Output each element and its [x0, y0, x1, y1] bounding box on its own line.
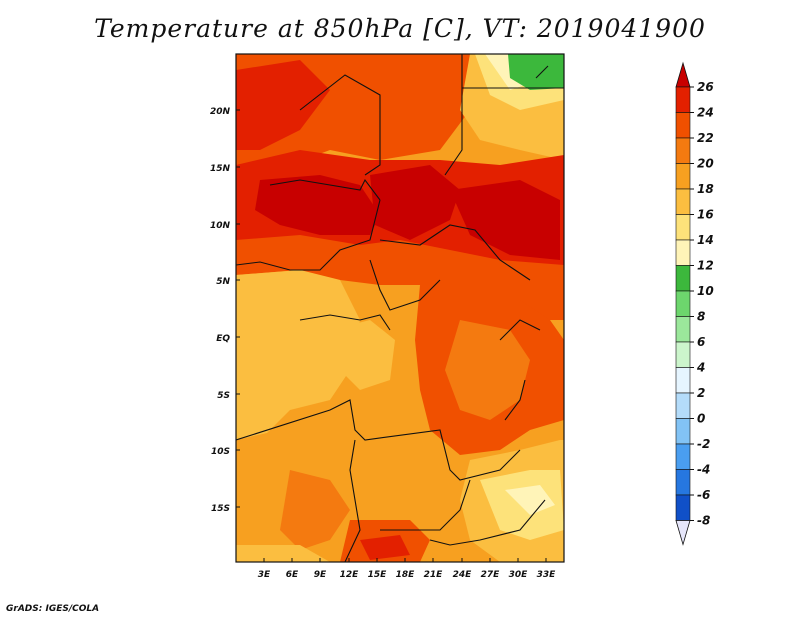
colorbar-bottom-arrow: [675, 520, 691, 546]
lat-label: 10N: [210, 221, 231, 231]
colorbar-label: -6: [697, 488, 710, 502]
lon-label: 21E: [424, 570, 444, 580]
lon-label: 6E: [286, 570, 299, 580]
lat-label: 20N: [210, 107, 231, 117]
lat-ticks: [236, 109, 240, 508]
colorbar-swatch: [675, 392, 691, 419]
colorbar-swatch: [675, 367, 691, 394]
colorbar-swatch: [675, 86, 691, 113]
lon-label: 30E: [509, 570, 529, 580]
lon-ticks: [263, 558, 547, 562]
colorbar-label: 22: [697, 131, 714, 145]
colorbar-label: 24: [697, 106, 714, 120]
lat-label: 5N: [216, 277, 230, 287]
colorbar-label: 20: [697, 157, 714, 171]
lat-axis: 20N 15N 10N 5N EQ 5S 10S 15S: [210, 107, 231, 514]
colorbar-swatch: [675, 341, 691, 368]
colorbar-swatch: [675, 494, 691, 521]
colorbar-swatch: [675, 137, 691, 164]
colorbar-swatch: [675, 112, 691, 139]
lon-label: 27E: [481, 570, 501, 580]
lat-label: 15S: [211, 504, 230, 514]
colorbar-swatch: [675, 316, 691, 343]
lat-label: EQ: [216, 334, 230, 344]
colorbar-label: 16: [697, 208, 714, 222]
colorbar-swatch: [675, 188, 691, 215]
country-borders: [236, 54, 564, 562]
lon-label: 15E: [368, 570, 388, 580]
colorbar-swatch: [675, 290, 691, 317]
lon-label: 24E: [453, 570, 473, 580]
colorbar-swatch: [675, 214, 691, 241]
colorbar-swatch: [675, 265, 691, 292]
map-frame: [235, 53, 565, 563]
colorbar-label: 18: [697, 182, 714, 196]
colorbar-label: -2: [697, 437, 710, 451]
lon-label: 33E: [537, 570, 557, 580]
lon-label: 12E: [340, 570, 360, 580]
colorbar-label: 10: [697, 284, 714, 298]
colorbar-label: 12: [697, 259, 714, 273]
colorbar-label: 6: [697, 335, 705, 349]
chart-title: Temperature at 850hPa [C], VT: 201904190…: [94, 14, 706, 43]
credit-text: GrADS: IGES/COLA: [6, 604, 100, 614]
lon-label: 9E: [314, 570, 327, 580]
temperature-field: [236, 54, 564, 562]
colorbar-label: 26: [697, 80, 714, 94]
colorbar-top-arrow: [675, 61, 691, 88]
colorbar-label: -8: [697, 514, 710, 528]
lat-label: 5S: [217, 391, 230, 401]
colorbar-swatch: [675, 469, 691, 496]
colorbar-swatch: [675, 443, 691, 470]
colorbar-swatch: [675, 418, 691, 445]
lon-label: 18E: [396, 570, 416, 580]
colorbar-label: 14: [697, 233, 714, 247]
lon-axis: 3E 6E 9E 12E 15E 18E 21E 24E 27E 30E 33E: [258, 570, 556, 580]
colorbar-label: 2: [697, 386, 705, 400]
colorbar-label: 0: [697, 412, 705, 426]
lon-label: 3E: [258, 570, 271, 580]
lat-label: 15N: [210, 164, 231, 174]
colorbar-label: 8: [697, 310, 705, 324]
colorbar-label: 4: [696, 361, 705, 375]
colorbar-swatch: [675, 163, 691, 190]
colorbar-swatch: [675, 239, 691, 266]
colorbar-label: -4: [697, 463, 710, 477]
lat-label: 10S: [211, 447, 230, 457]
